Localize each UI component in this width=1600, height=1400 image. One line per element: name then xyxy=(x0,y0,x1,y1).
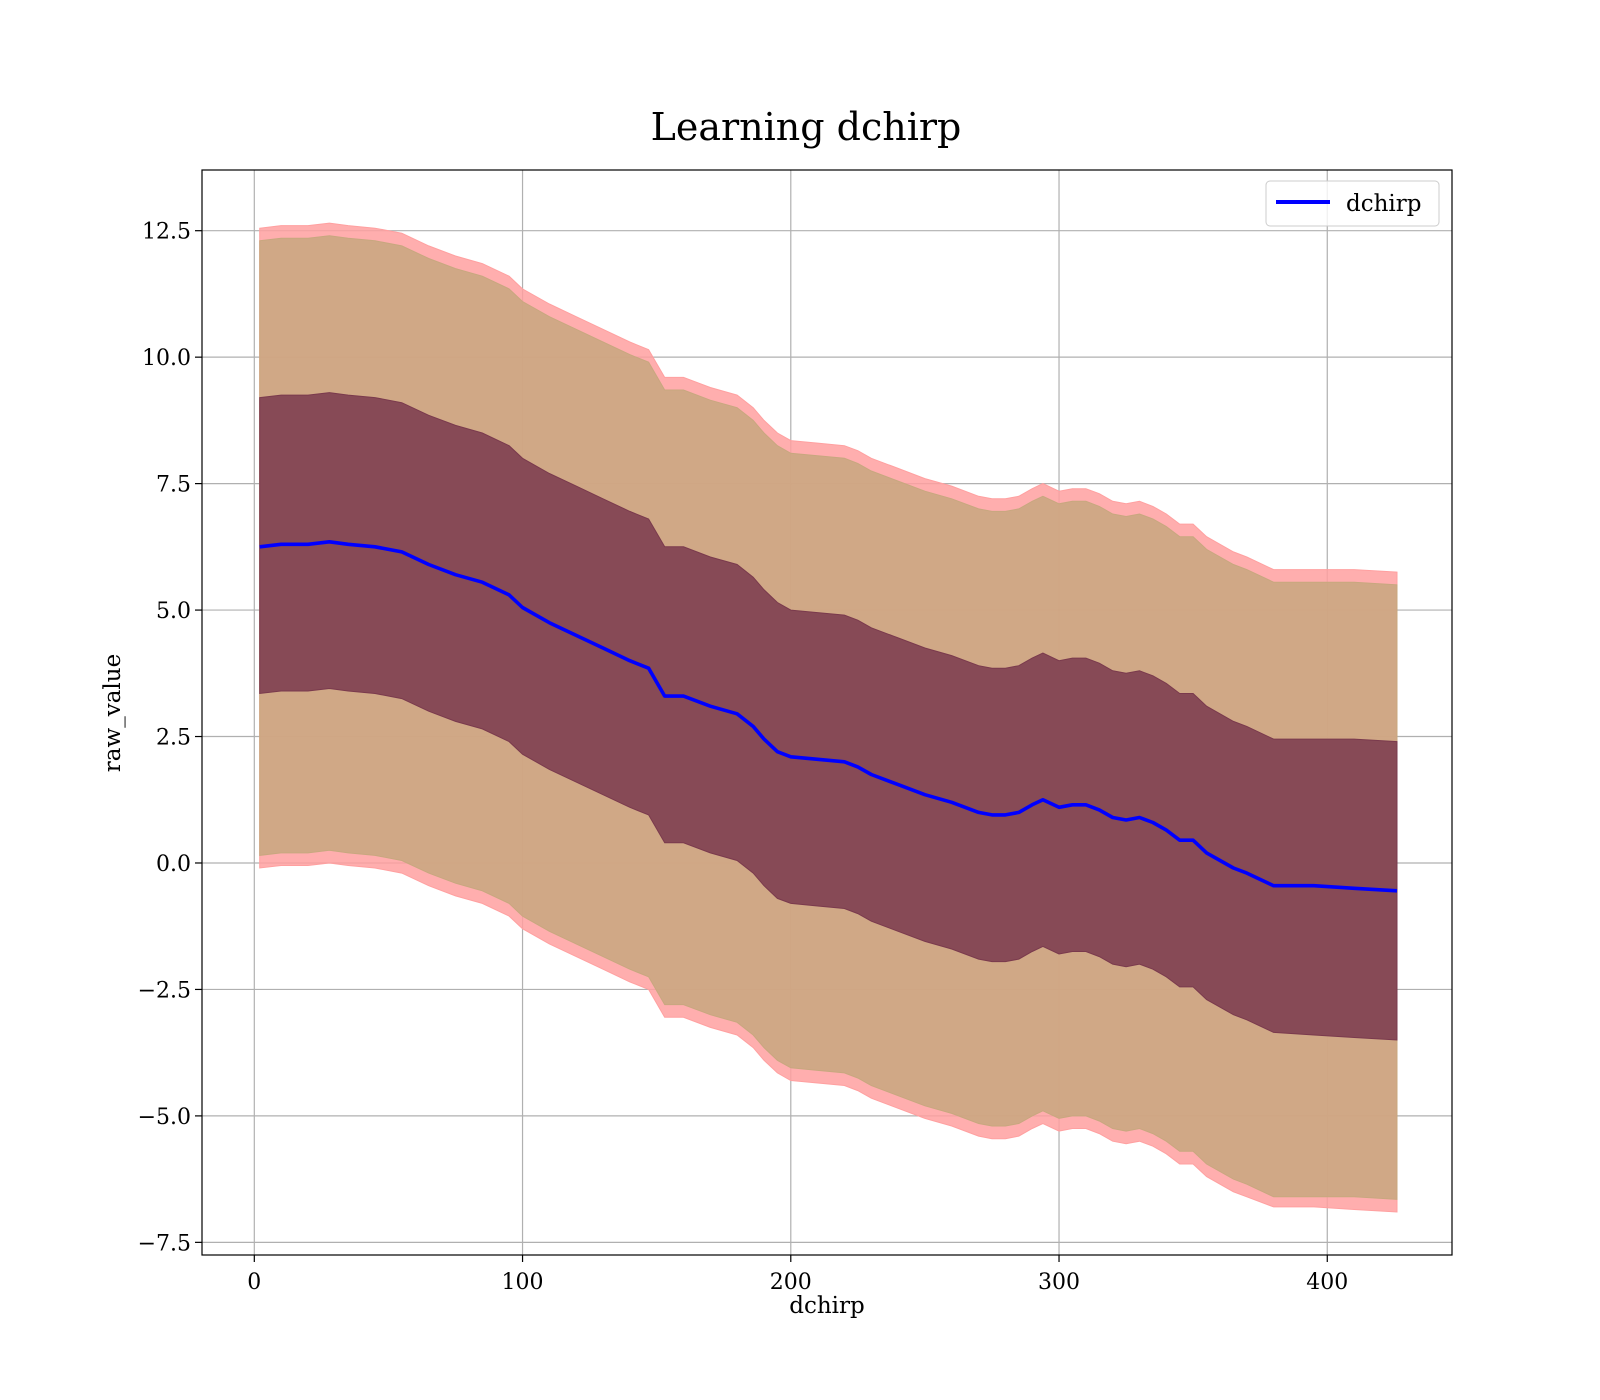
legend: dchirp xyxy=(1265,180,1440,227)
y-tick-label: 10.0 xyxy=(142,346,191,371)
y-tick-label: 2.5 xyxy=(156,726,191,751)
x-tick-label: 0 xyxy=(247,1270,261,1295)
chart-title: Learning dchirp xyxy=(651,105,962,149)
y-tick-label: 12.5 xyxy=(142,220,191,245)
y-tick-label: −2.5 xyxy=(138,978,191,1003)
y-tick-label: −5.0 xyxy=(138,1105,191,1130)
plot-frame xyxy=(201,169,1453,1256)
y-tick-label: 0.0 xyxy=(156,852,191,877)
y-axis-label: raw_value xyxy=(100,654,126,772)
x-tick-label: 200 xyxy=(770,1270,812,1295)
y-tick-label: 7.5 xyxy=(156,473,191,498)
std-band-1 xyxy=(259,392,1398,1041)
y-tick-label: 5.0 xyxy=(156,599,191,624)
mean-line-layer xyxy=(259,540,1398,893)
y-tick-label: −7.5 xyxy=(138,1231,191,1256)
x-tick-label: 100 xyxy=(502,1270,544,1295)
x-axis-label: dchirp xyxy=(789,1293,865,1319)
legend-label-dchirp: dchirp xyxy=(1346,191,1422,217)
bands xyxy=(259,222,1398,1213)
mean-line-dchirp xyxy=(259,540,1398,893)
x-axis-ticks: 0 100 200 300 400 xyxy=(247,1255,1348,1295)
x-tick-label: 400 xyxy=(1306,1270,1348,1295)
legend-box xyxy=(1265,180,1440,227)
y-axis-ticks: −7.5 −5.0 −2.5 0.0 2.5 5.0 7.5 10.0 12.5 xyxy=(138,220,202,1256)
x-tick-label: 300 xyxy=(1038,1270,1080,1295)
